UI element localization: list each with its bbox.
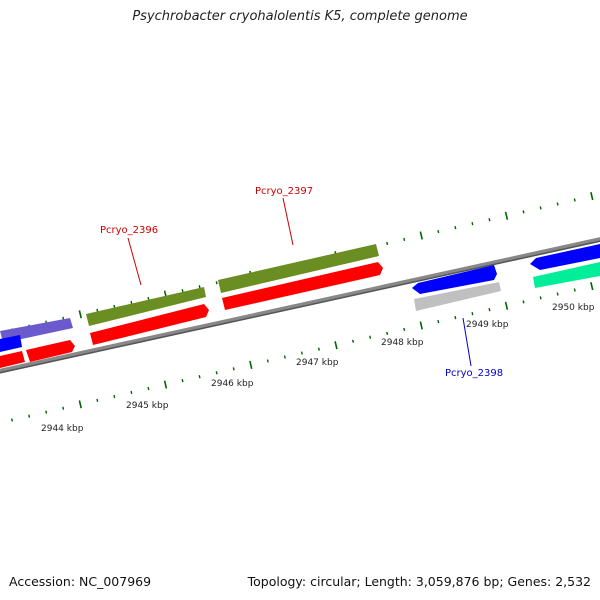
cds-red-far-left bbox=[0, 351, 25, 368]
outer-track-tick bbox=[198, 285, 201, 289]
backbone-group bbox=[0, 237, 600, 374]
inner-track-tick bbox=[300, 351, 303, 355]
inner-track-tick bbox=[249, 360, 253, 369]
outer-track-tick bbox=[181, 289, 184, 293]
inner-track-tick bbox=[590, 282, 594, 291]
gene-label-leaders bbox=[127, 197, 472, 367]
cds-gray-2398 bbox=[414, 282, 501, 311]
gene-blue-right bbox=[530, 244, 600, 270]
outer-track-tick bbox=[573, 198, 576, 202]
outer-track-tick bbox=[437, 229, 440, 234]
outer-track-tick bbox=[113, 304, 116, 309]
gene-row-outer bbox=[0, 244, 600, 352]
outer-track-tick bbox=[556, 202, 559, 206]
outer-track-tick bbox=[403, 237, 406, 242]
inner-track-tick bbox=[62, 406, 65, 410]
inner-track-tick bbox=[266, 359, 269, 363]
gene-label-2398: Pcryo_2398 bbox=[445, 368, 503, 379]
inner-track-tick bbox=[181, 379, 184, 383]
gene-olive-2396 bbox=[86, 287, 206, 326]
gene-olive-2397 bbox=[218, 244, 379, 293]
gene-label-2396: Pcryo_2396 bbox=[100, 225, 158, 236]
inner-track-tick bbox=[215, 371, 218, 375]
inner-track-tick bbox=[403, 327, 406, 332]
map-title: Psychrobacter cryohalolentis K5, complet… bbox=[132, 9, 468, 24]
outer-track-tick bbox=[590, 192, 594, 201]
inner-track-tick bbox=[334, 341, 338, 350]
inner-track-tick bbox=[283, 355, 286, 359]
inner-track-tick bbox=[113, 394, 116, 399]
leader-2398 bbox=[462, 317, 472, 367]
inner-track-tick bbox=[437, 319, 440, 324]
backbone-line bbox=[0, 237, 600, 373]
outer-track-tick bbox=[147, 296, 150, 301]
scale-label-2949: 2949 kbp bbox=[466, 320, 509, 330]
scale-label-2946: 2946 kbp bbox=[211, 379, 254, 389]
leader-2396 bbox=[127, 237, 142, 286]
inner-track-tick bbox=[352, 339, 355, 343]
inner-track-tick bbox=[317, 347, 320, 351]
outer-track-tick bbox=[96, 308, 99, 312]
inner-track-tick bbox=[386, 331, 389, 335]
scale-labels: 2944 kbp 2945 kbp 2946 kbp 2947 kbp 2948… bbox=[41, 303, 595, 434]
backbone-line-shadow bbox=[0, 240, 600, 374]
gene-label-2397: Pcryo_2397 bbox=[255, 186, 313, 197]
gene-blue-2398 bbox=[412, 265, 497, 294]
outer-track-tick bbox=[78, 310, 82, 319]
cds-red-left bbox=[26, 340, 75, 362]
gene-blue-left bbox=[0, 335, 22, 352]
inner-track-tick bbox=[573, 288, 576, 292]
inner-track-tick bbox=[454, 315, 457, 320]
cds-red-2396 bbox=[90, 304, 209, 345]
outer-track-tick bbox=[130, 300, 133, 305]
inner-track-tick bbox=[419, 321, 423, 330]
inner-track-tick bbox=[539, 296, 542, 300]
scale-label-2947: 2947 kbp bbox=[296, 358, 339, 368]
inner-track-tick bbox=[556, 292, 559, 296]
scale-label-2950: 2950 kbp bbox=[552, 303, 595, 313]
inner-track-tick bbox=[471, 312, 474, 316]
outer-track-tick bbox=[454, 225, 457, 230]
genome-summary-text: Topology: circular; Length: 3,059,876 bp… bbox=[247, 574, 591, 589]
outer-track-tick bbox=[419, 231, 423, 240]
inner-track-tick bbox=[28, 414, 31, 418]
inner-track-tick bbox=[504, 301, 509, 310]
inner-track-tick bbox=[163, 380, 168, 389]
inner-track-tick bbox=[198, 375, 201, 379]
outer-track-tick bbox=[539, 206, 542, 210]
inner-track-tick bbox=[232, 367, 235, 371]
inner-tick-track bbox=[11, 282, 594, 422]
inner-track-tick bbox=[147, 386, 150, 391]
inner-track-tick bbox=[130, 390, 133, 395]
gene-labels: Pcryo_2396 Pcryo_2397 Pcryo_2398 bbox=[100, 186, 503, 379]
inner-track-tick bbox=[369, 335, 372, 339]
cds-mint-right bbox=[533, 262, 600, 288]
inner-track-tick bbox=[78, 400, 82, 409]
accession-text: Accession: NC_007969 bbox=[9, 574, 152, 589]
outer-track-tick bbox=[62, 316, 65, 320]
inner-track-tick bbox=[488, 308, 491, 312]
outer-track-tick bbox=[522, 210, 525, 214]
outer-track-tick bbox=[488, 218, 491, 222]
outer-track-tick bbox=[386, 241, 389, 245]
outer-track-tick bbox=[504, 211, 509, 220]
inner-track-tick bbox=[45, 410, 48, 414]
leader-2397 bbox=[282, 197, 294, 246]
scale-label-2944: 2944 kbp bbox=[41, 424, 84, 434]
cds-red-2397 bbox=[222, 262, 383, 310]
gene-row-inner bbox=[0, 262, 600, 368]
inner-track-tick bbox=[11, 418, 14, 422]
inner-track-tick bbox=[522, 300, 525, 304]
scale-label-2945: 2945 kbp bbox=[126, 401, 169, 411]
outer-track-tick bbox=[471, 222, 474, 226]
scale-label-2948: 2948 kbp bbox=[381, 338, 424, 348]
outer-track-tick bbox=[215, 281, 218, 285]
inner-track-tick bbox=[96, 398, 99, 402]
